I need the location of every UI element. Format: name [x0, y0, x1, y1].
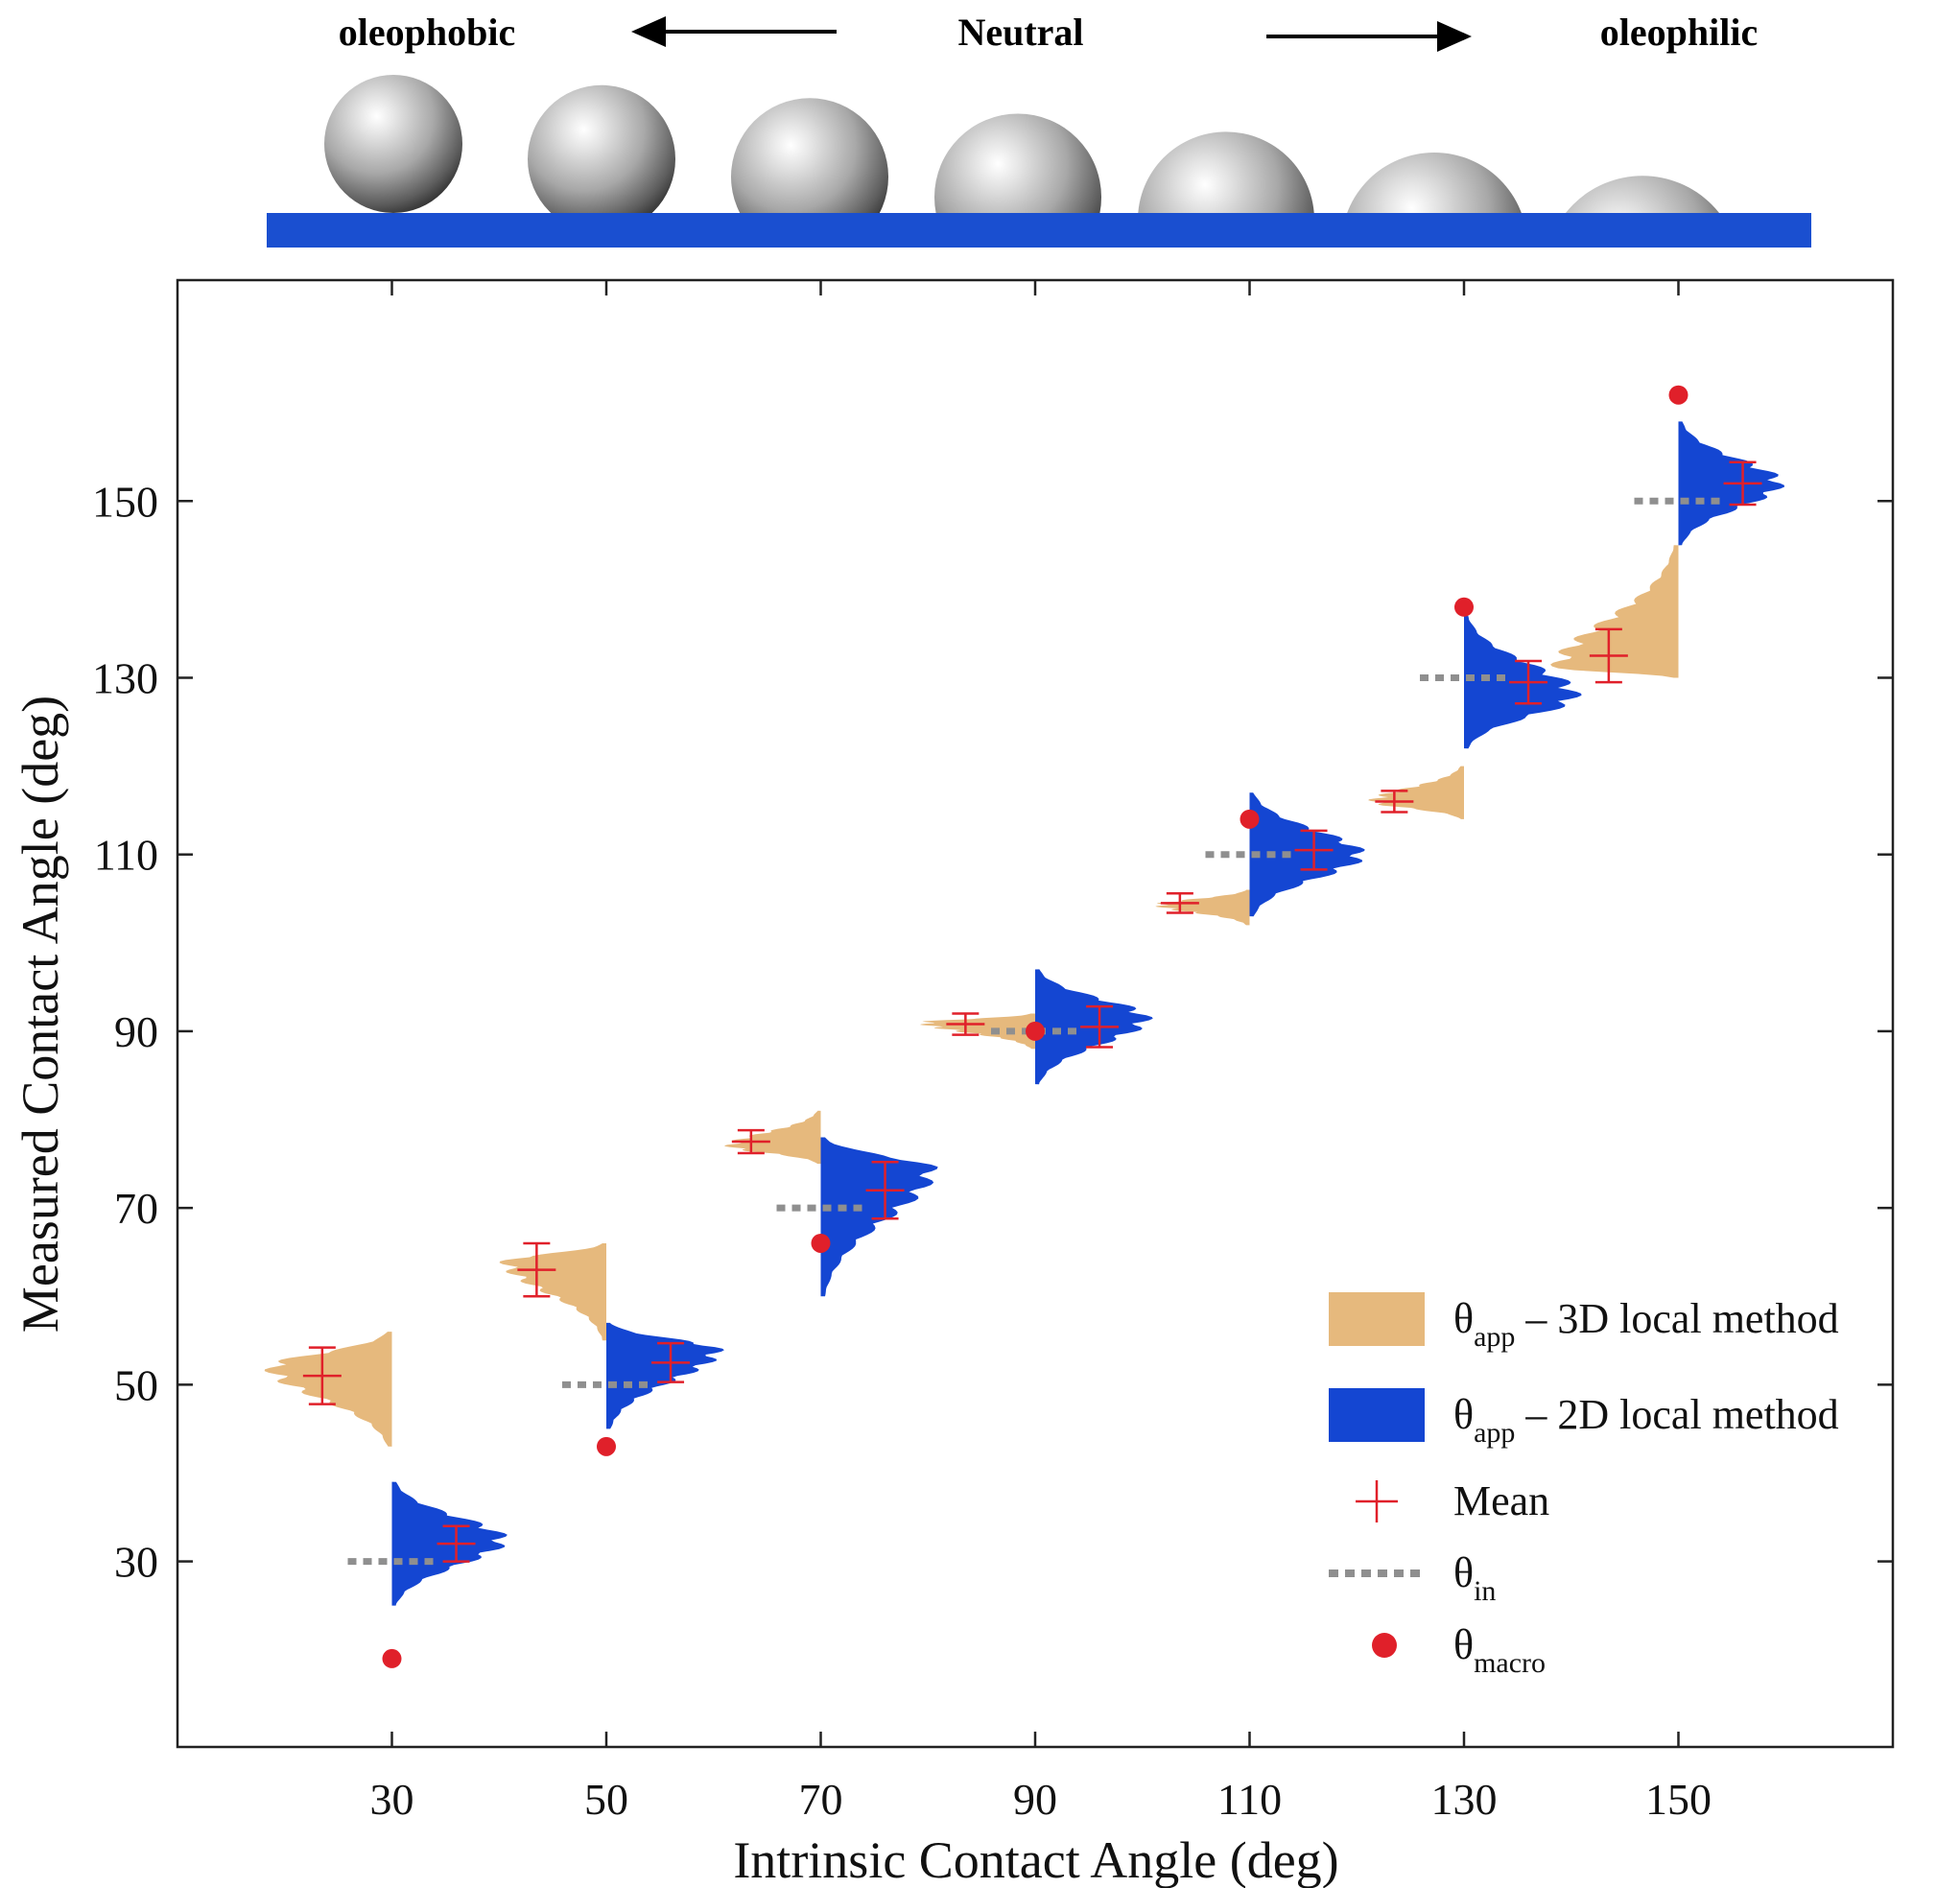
- x-tick-label: 90: [1013, 1775, 1057, 1824]
- legend-text: Mean: [1453, 1477, 1549, 1524]
- legend-symbol: θ: [1453, 1391, 1474, 1438]
- droplet-5: [1138, 131, 1314, 213]
- legend-swatch-mean: [1356, 1480, 1398, 1522]
- y-tick-label: 50: [114, 1360, 158, 1409]
- legend-label-in: θin: [1453, 1549, 1496, 1607]
- violin-2d: [820, 1137, 938, 1297]
- x-axis-label: Intrinsic Contact Angle (deg): [733, 1831, 1338, 1888]
- theta-macro-point: [1668, 385, 1688, 405]
- case-130: [1368, 597, 1582, 819]
- plot-area: 30 50 70 90 110 130 150 30 50 70 90 110 130 150 Intri…: [12, 278, 1895, 1888]
- legend-symbol: θ: [1453, 1621, 1474, 1668]
- case-70: [724, 1110, 938, 1297]
- x-tick-label: 130: [1431, 1775, 1498, 1824]
- chart-marks: [264, 385, 1784, 1668]
- case-30: [264, 1332, 508, 1668]
- legend-swatch-app3d: [1329, 1292, 1425, 1346]
- legend-subscript: in: [1474, 1575, 1496, 1607]
- y-tick-label: 70: [114, 1184, 158, 1233]
- theta-macro-point: [811, 1233, 831, 1253]
- violin-3d: [1368, 766, 1464, 819]
- violin-3d: [1155, 889, 1250, 926]
- legend-subscript: macro: [1474, 1647, 1546, 1679]
- oleophilic-label: oleophilic: [1600, 11, 1758, 54]
- x-tick-label: 110: [1217, 1775, 1282, 1824]
- droplet-7: [1565, 176, 1720, 213]
- violin-3d: [1550, 545, 1679, 678]
- violin-2d: [1249, 792, 1365, 917]
- legend-text: – 3D local method: [1515, 1295, 1838, 1342]
- case-90: [920, 969, 1153, 1085]
- legend-label-macro: θmacro: [1453, 1621, 1546, 1679]
- violin-3d: [724, 1110, 821, 1165]
- droplet-row: [324, 75, 1720, 213]
- droplet-3: [731, 98, 888, 213]
- oleophobic-label: oleophobic: [339, 11, 515, 54]
- theta-macro-point: [597, 1436, 616, 1456]
- legend-label-mean: Mean: [1453, 1477, 1549, 1524]
- y-tick-label: 30: [114, 1538, 158, 1587]
- substrate-bar: [267, 213, 1811, 248]
- legend-swatch-2d: [1329, 1388, 1425, 1442]
- violin-3d: [264, 1332, 392, 1447]
- x-tick-label: 30: [370, 1775, 414, 1824]
- legend-theta-macro: [1372, 1633, 1397, 1658]
- y-tick-label: 150: [92, 477, 158, 526]
- neutral-label: Neutral: [957, 11, 1083, 54]
- y-tick-label: 130: [92, 653, 158, 702]
- case-50: [499, 1241, 724, 1456]
- y-tick-label: 90: [114, 1007, 158, 1056]
- legend-swatch-app2d: [1329, 1388, 1425, 1442]
- legend-swatch-3d: [1329, 1292, 1425, 1346]
- droplet-1: [324, 75, 462, 213]
- droplet-6: [1347, 152, 1522, 213]
- legend-text: – 2D local method: [1515, 1391, 1838, 1438]
- theta-macro-point: [1454, 597, 1474, 617]
- theta-macro-point: [382, 1648, 402, 1668]
- violin-3d: [920, 1013, 1035, 1050]
- x-tick-label: 150: [1645, 1775, 1712, 1824]
- legend-subscript: app: [1474, 1321, 1515, 1353]
- legend-label-app2d: θapp – 2D local method: [1453, 1391, 1839, 1449]
- x-tick-label: 50: [584, 1775, 628, 1824]
- theta-macro-point: [1026, 1021, 1045, 1041]
- axis-ticks: 30 50 70 90 110 130 150 30 50 70 90 110 130 150: [92, 280, 1893, 1824]
- case-150: [1550, 385, 1784, 684]
- violin-3d: [499, 1242, 606, 1341]
- wetting-header: oleophobic Neutral oleophilic: [267, 11, 1811, 248]
- theta-macro-point: [1240, 809, 1260, 829]
- case-110: [1155, 792, 1365, 926]
- droplet-2: [528, 84, 675, 213]
- violin-2d: [606, 1322, 724, 1429]
- legend-symbol: θ: [1453, 1549, 1474, 1596]
- droplet-4: [934, 113, 1101, 213]
- legend-subscript: app: [1474, 1417, 1515, 1449]
- x-tick-label: 70: [799, 1775, 843, 1824]
- legend-label-app3d: θapp – 3D local method: [1453, 1295, 1839, 1353]
- legend-symbol: θ: [1453, 1295, 1474, 1342]
- legend-swatch-macro: [1372, 1633, 1397, 1658]
- y-tick-label: 110: [94, 831, 158, 880]
- y-axis-label: Measured Contact Angle (deg): [12, 696, 69, 1333]
